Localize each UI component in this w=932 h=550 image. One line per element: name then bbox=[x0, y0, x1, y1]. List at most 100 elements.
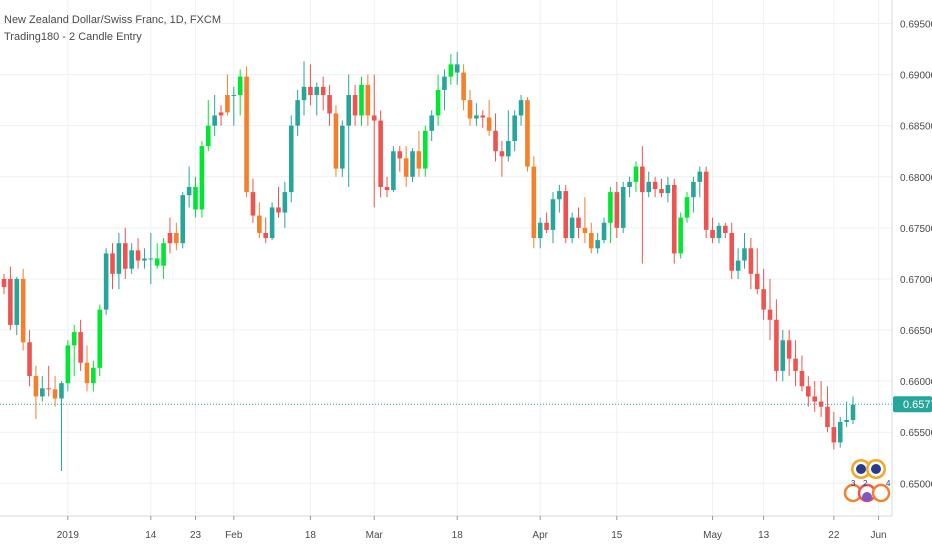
candle-body bbox=[40, 388, 45, 397]
candle bbox=[633, 161, 639, 193]
candle-body bbox=[14, 278, 20, 325]
indicator-title[interactable]: Trading180 - 2 Candle Entry bbox=[4, 31, 142, 43]
candle-body bbox=[193, 186, 198, 210]
candle-body bbox=[499, 151, 505, 157]
candle-body bbox=[633, 166, 639, 182]
candle-body bbox=[569, 217, 575, 239]
candle bbox=[14, 276, 20, 336]
candle bbox=[550, 192, 556, 244]
candle bbox=[231, 86, 237, 126]
candle-body bbox=[237, 76, 243, 96]
candle bbox=[608, 186, 613, 244]
candle bbox=[735, 248, 741, 279]
candle-body bbox=[754, 273, 760, 290]
candle bbox=[601, 217, 607, 244]
candle bbox=[301, 61, 307, 116]
symbol-title[interactable]: New Zealand Dollar/Swiss Franc, 1D, FXCM bbox=[4, 14, 222, 26]
candle bbox=[410, 148, 415, 182]
candle bbox=[167, 217, 173, 254]
candle-body bbox=[799, 370, 805, 387]
candle-body bbox=[142, 258, 147, 261]
candle bbox=[582, 197, 588, 244]
candle bbox=[646, 171, 652, 198]
candle bbox=[505, 110, 511, 162]
candle bbox=[569, 212, 575, 244]
candle bbox=[154, 243, 160, 269]
candle bbox=[180, 192, 186, 249]
candle-body bbox=[844, 419, 849, 422]
candle-body bbox=[27, 342, 32, 377]
candle bbox=[371, 74, 377, 208]
candle-body bbox=[110, 253, 115, 274]
candle-body bbox=[52, 389, 58, 399]
candle bbox=[263, 217, 269, 244]
candle-body bbox=[480, 115, 486, 118]
candle-body bbox=[691, 181, 696, 198]
candle bbox=[205, 100, 211, 152]
candle bbox=[448, 54, 454, 85]
candle-body bbox=[46, 388, 51, 390]
candle bbox=[148, 232, 154, 285]
candle-body bbox=[346, 95, 352, 126]
candle bbox=[218, 105, 224, 126]
candle bbox=[122, 227, 128, 279]
tradingview-bubbles-logo: 3 2 4 bbox=[843, 459, 891, 503]
candle bbox=[723, 222, 728, 239]
candle-body bbox=[282, 192, 288, 213]
candle bbox=[97, 304, 103, 377]
candle-body bbox=[314, 86, 320, 96]
time-axis[interactable] bbox=[0, 515, 932, 550]
candle bbox=[537, 217, 543, 249]
candle-body bbox=[122, 243, 128, 269]
candle bbox=[52, 376, 58, 407]
candle bbox=[678, 212, 683, 259]
candle bbox=[493, 113, 498, 162]
candle-body bbox=[582, 227, 588, 233]
candle bbox=[761, 268, 766, 320]
candle-body bbox=[397, 151, 403, 159]
candle bbox=[276, 186, 281, 218]
candle bbox=[499, 141, 505, 177]
candle-body bbox=[493, 130, 498, 152]
time-tick-label: Mar bbox=[366, 530, 384, 541]
candle bbox=[346, 74, 352, 187]
price-axis[interactable] bbox=[891, 0, 932, 516]
candle bbox=[308, 64, 313, 106]
current-price-label: 0.65774 bbox=[903, 399, 932, 411]
candle bbox=[212, 95, 217, 136]
candle bbox=[20, 268, 26, 351]
candle bbox=[257, 202, 262, 239]
candle bbox=[659, 178, 664, 198]
candle bbox=[365, 74, 371, 126]
candle-body bbox=[135, 250, 141, 261]
candle bbox=[295, 89, 300, 136]
candle-body bbox=[729, 232, 735, 271]
candle bbox=[142, 248, 147, 269]
candle-body bbox=[716, 225, 722, 239]
candle-body bbox=[269, 207, 275, 239]
candle bbox=[461, 64, 466, 111]
candle bbox=[812, 381, 817, 412]
candle-body bbox=[71, 332, 77, 346]
candle bbox=[359, 76, 364, 126]
candle-body bbox=[403, 158, 409, 177]
candle-body bbox=[620, 186, 626, 228]
candle bbox=[850, 396, 856, 425]
candle bbox=[174, 222, 179, 251]
candle-body bbox=[748, 248, 754, 274]
candle bbox=[84, 345, 90, 392]
candle bbox=[78, 319, 83, 371]
candle bbox=[1, 273, 7, 295]
candle bbox=[474, 103, 479, 126]
candle-body bbox=[1, 278, 7, 288]
candle-body bbox=[225, 95, 230, 113]
candle bbox=[403, 146, 409, 187]
candle-body bbox=[423, 130, 428, 169]
candle-body bbox=[474, 115, 479, 119]
candle-body bbox=[161, 243, 166, 266]
candle-body bbox=[333, 113, 339, 169]
